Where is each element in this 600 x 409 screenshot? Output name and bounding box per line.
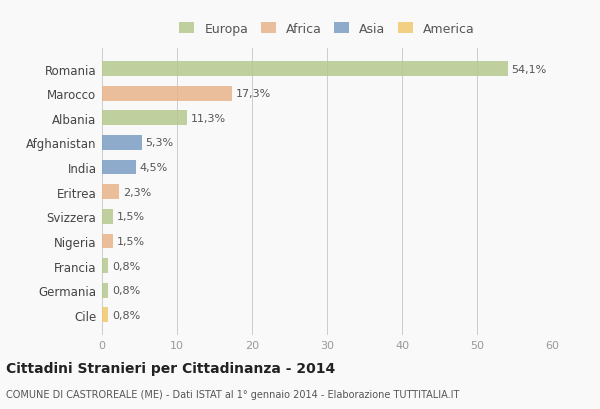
Bar [102,234,113,249]
Text: 4,5%: 4,5% [139,163,168,173]
Text: 0,8%: 0,8% [112,285,140,295]
Text: 54,1%: 54,1% [511,65,547,74]
Bar [102,87,232,101]
Bar [102,185,119,200]
Text: 1,5%: 1,5% [117,236,145,246]
Text: 2,3%: 2,3% [123,187,151,197]
Bar [102,136,142,151]
Bar [102,62,508,77]
Text: 5,3%: 5,3% [146,138,173,148]
Bar [102,258,108,273]
Text: 17,3%: 17,3% [235,89,271,99]
Text: COMUNE DI CASTROREALE (ME) - Dati ISTAT al 1° gennaio 2014 - Elaborazione TUTTIT: COMUNE DI CASTROREALE (ME) - Dati ISTAT … [6,389,460,399]
Bar [102,111,187,126]
Legend: Europa, Africa, Asia, America: Europa, Africa, Asia, America [175,18,479,41]
Text: 11,3%: 11,3% [191,114,226,124]
Text: 0,8%: 0,8% [112,310,140,320]
Bar [102,308,108,322]
Text: 1,5%: 1,5% [117,212,145,222]
Text: 0,8%: 0,8% [112,261,140,271]
Text: Cittadini Stranieri per Cittadinanza - 2014: Cittadini Stranieri per Cittadinanza - 2… [6,361,335,375]
Bar [102,209,113,224]
Bar [102,283,108,298]
Bar [102,160,136,175]
